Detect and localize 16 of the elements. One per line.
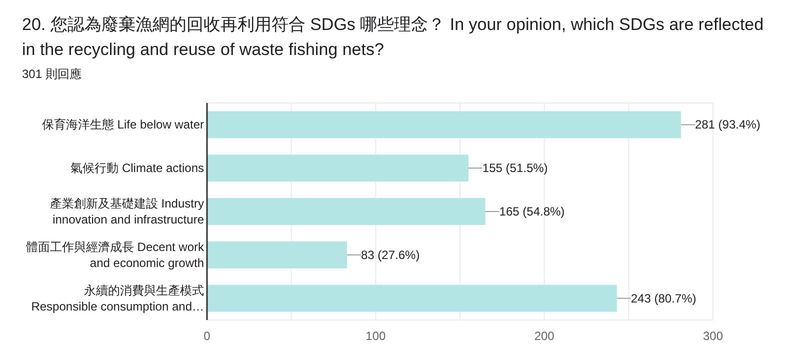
x-tick-label: 0 [204, 329, 211, 343]
data-label: 83 (27.6%) [360, 248, 420, 262]
x-tick-label: 200 [534, 329, 555, 343]
data-label: 165 (54.8%) [499, 204, 565, 218]
x-tick-label: 100 [366, 329, 386, 343]
y-tick-label: 產業創新及基礎建設 Industry innovation and infrastructure [50, 196, 204, 226]
y-tick-label: 體面工作與經濟成長 Decent work and economic growth [26, 240, 205, 270]
y-tick-label: 保育海洋生態 Life below water [42, 118, 204, 132]
y-tick-label: 氣候行動 Climate actions [70, 161, 204, 176]
y-tick-label: 永續的消費與生產模式 Responsible consumption and… [31, 283, 204, 314]
chart-title: 20. 您認為廢棄漁網的回收再利用符合 SDGs 哪些理念？ In your opinion, which SDGs are reflected in the recycling and reuse of waste fishing nets? [22, 15, 764, 59]
data-label: 243 (80.7%) [630, 291, 696, 306]
data-label: 281 (93.4%) [694, 118, 760, 132]
text: 301 則回應 [22, 67, 82, 81]
x-tick-label: 300 [702, 329, 724, 343]
data-label: 155 (51.5%) [482, 161, 548, 176]
